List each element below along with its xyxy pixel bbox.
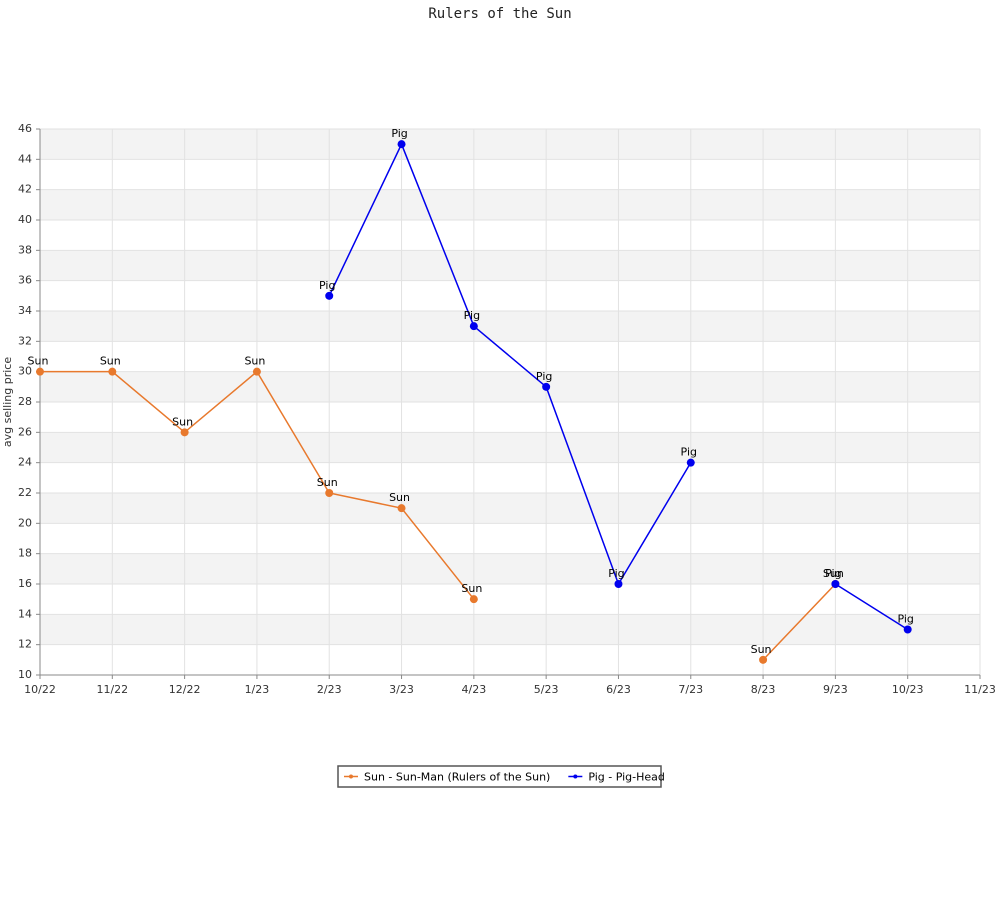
point [469, 322, 478, 331]
y-tick-label: 30 [18, 365, 32, 378]
y-tick-label: 16 [18, 577, 32, 590]
y-tick-label: 12 [18, 638, 32, 651]
y-tick-label: 26 [18, 425, 32, 438]
grid-band [40, 311, 980, 342]
grid-band [40, 129, 980, 160]
x-tick-label: 10/22 [24, 683, 56, 696]
x-tick-label: 10/23 [892, 683, 924, 696]
legend-label: Pig - Pig-Head [588, 771, 665, 784]
y-tick-label: 44 [18, 152, 32, 165]
point-label: Sun [244, 355, 265, 368]
x-tick-label: 9/23 [823, 683, 848, 696]
legend-label: Sun - Sun-Man (Rulers of the Sun) [364, 771, 550, 784]
point [325, 489, 334, 497]
y-tick-label: 40 [18, 213, 32, 226]
chart-title: Rulers of the Sun [428, 6, 571, 22]
point [252, 367, 261, 376]
point [180, 428, 189, 437]
y-tick-label: 18 [18, 547, 32, 560]
x-tick-label: 11/23 [964, 683, 996, 696]
legend-marker [573, 774, 578, 779]
point [903, 625, 912, 634]
point-label: Sun [823, 567, 844, 580]
x-tick-label: 1/23 [245, 683, 270, 696]
x-tick-label: 6/23 [606, 683, 631, 696]
legend-box [337, 765, 662, 788]
grid-band [40, 553, 980, 584]
point [686, 458, 695, 467]
point-label: Sun [172, 415, 193, 428]
point-label: Sun [461, 582, 482, 595]
point [397, 140, 406, 149]
legend-marker [349, 774, 353, 779]
point-label: Sun [389, 491, 410, 504]
point [36, 367, 44, 376]
series-line [328, 142, 909, 631]
y-axis-label: avg selling price [1, 357, 14, 447]
point-label: Sun [751, 643, 772, 656]
point-label: Pig [608, 567, 624, 580]
y-tick-label: 34 [18, 304, 32, 317]
point-label: Sun [100, 355, 121, 368]
grid-band [40, 493, 980, 524]
point [397, 504, 406, 513]
x-tick-label: 12/22 [169, 683, 201, 696]
y-tick-label: 24 [18, 456, 32, 469]
point-label: Pig [897, 613, 913, 626]
grid-band [40, 250, 980, 281]
point-label: Pig [319, 279, 335, 292]
grid-band [40, 432, 980, 463]
x-tick-label: 3/23 [389, 683, 414, 696]
x-tick-label: 11/22 [96, 683, 128, 696]
x-tick-label: 7/23 [678, 683, 703, 696]
x-tick-label: 8/23 [751, 683, 776, 696]
point [469, 595, 478, 604]
point [108, 367, 117, 376]
y-tick-label: 42 [18, 183, 32, 196]
y-tick-label: 22 [18, 486, 32, 499]
y-tick-label: 28 [18, 395, 32, 408]
point-label: Pig [825, 567, 841, 580]
point-label: Pig [681, 446, 697, 459]
point-label: Sun [317, 476, 338, 489]
point [325, 291, 334, 300]
y-tick-label: 10 [18, 668, 32, 681]
point [759, 655, 768, 664]
point [831, 580, 840, 588]
grid-band [40, 371, 980, 402]
y-tick-label: 46 [18, 122, 32, 135]
point-label: Pig [536, 370, 552, 383]
y-tick-label: 32 [18, 334, 32, 347]
x-tick-label: 5/23 [534, 683, 559, 696]
y-tick-label: 20 [18, 516, 32, 529]
point-label: Pig [464, 309, 480, 322]
x-tick-label: 4/23 [461, 683, 486, 696]
y-tick-label: 38 [18, 243, 32, 256]
point-label: Pig [391, 127, 407, 140]
grid-band [40, 614, 980, 645]
grid-band [40, 189, 980, 220]
x-tick-label: 2/23 [317, 683, 342, 696]
point [542, 382, 551, 391]
point-label: Sun [28, 355, 49, 368]
y-tick-label: 36 [18, 274, 32, 287]
point [614, 580, 623, 588]
y-tick-label: 14 [18, 607, 32, 620]
